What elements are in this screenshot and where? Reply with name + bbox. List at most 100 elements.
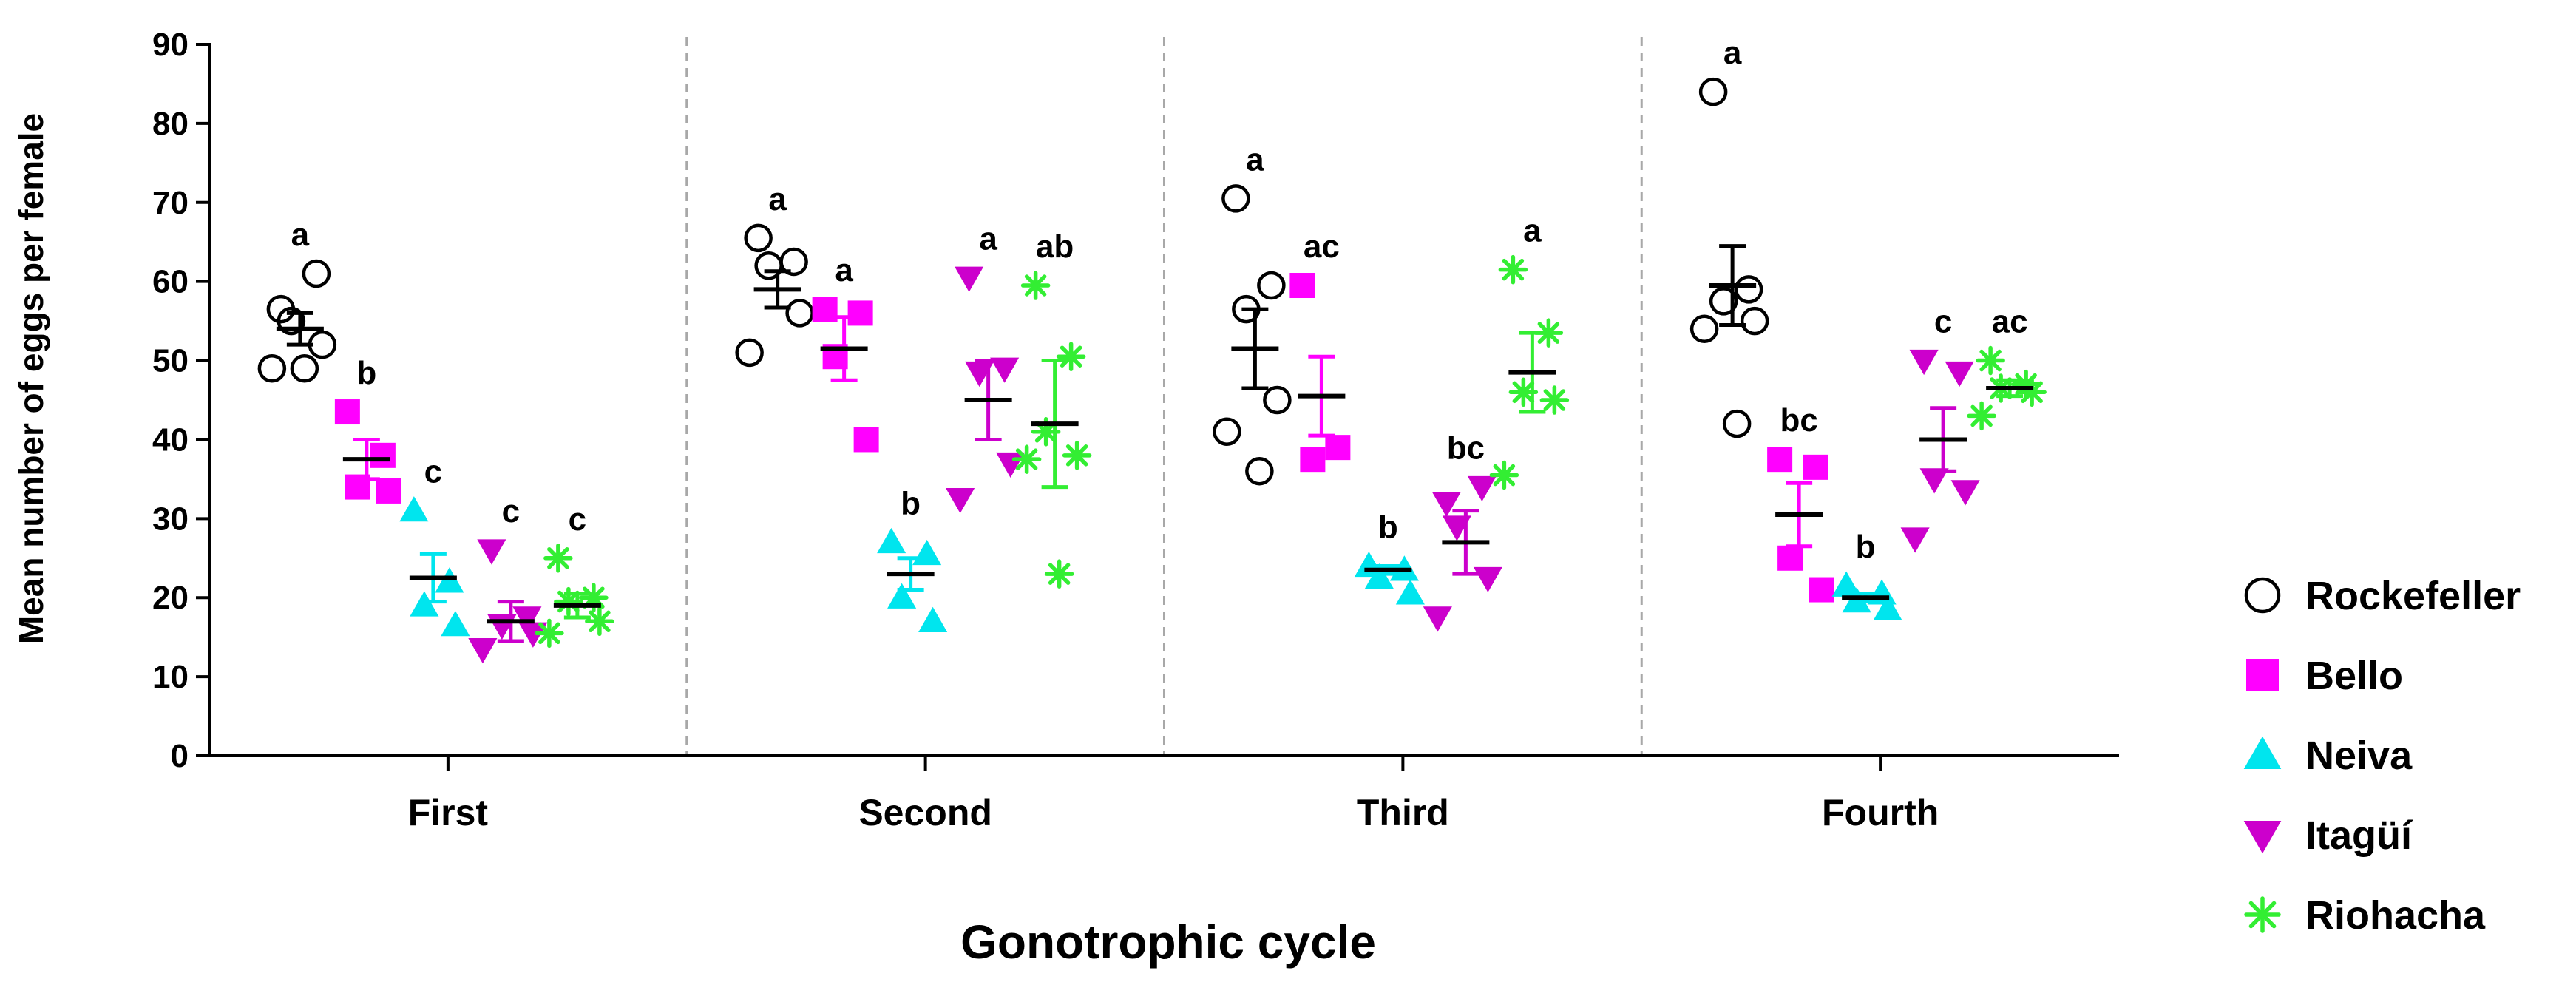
data-point bbox=[1056, 342, 1086, 371]
y-tick-label: 60 bbox=[152, 264, 189, 300]
series-rockefeller: a a a a bbox=[257, 35, 1769, 486]
y-tick-label: 40 bbox=[152, 421, 189, 458]
data-point bbox=[1803, 454, 1828, 480]
data-point bbox=[535, 618, 564, 649]
data-point bbox=[1325, 435, 1351, 461]
data-point bbox=[1722, 409, 1752, 438]
star-stroke bbox=[1065, 444, 1088, 467]
legend-item-riohacha: Riohacha bbox=[2244, 893, 2486, 938]
star-stroke bbox=[1015, 448, 1038, 470]
y-tick-label: 90 bbox=[152, 27, 189, 63]
data-point bbox=[1945, 361, 1974, 387]
legend-label: Itagüí bbox=[2305, 813, 2413, 858]
legend-item-itag-: Itagüí bbox=[2243, 813, 2413, 858]
significance-label: b bbox=[901, 485, 921, 521]
data-point bbox=[441, 611, 470, 637]
star-stroke bbox=[1537, 322, 1560, 344]
significance-label: c bbox=[424, 454, 442, 490]
data-point bbox=[1873, 595, 1902, 620]
star-stroke bbox=[547, 547, 569, 569]
axes-layer: 0 10 20 30 40 50 60 70 80 90 First Second Third Fourt… bbox=[152, 27, 2119, 833]
significance-label: a bbox=[979, 220, 997, 257]
star-stroke bbox=[1502, 258, 1525, 281]
y-tick-label: 20 bbox=[152, 580, 189, 616]
data-point bbox=[1489, 460, 1519, 490]
star-stroke bbox=[1493, 464, 1516, 487]
significance-label: b bbox=[356, 355, 376, 391]
star-stroke bbox=[1970, 404, 1993, 427]
legend-label: Rockefeller bbox=[2305, 574, 2521, 618]
star-stroke bbox=[1979, 349, 2002, 372]
data-point bbox=[1263, 385, 1292, 415]
data-point bbox=[847, 300, 873, 326]
data-point bbox=[257, 353, 287, 383]
data-point bbox=[853, 427, 879, 453]
data-point bbox=[370, 442, 396, 468]
x-tick-label: Third bbox=[1357, 792, 1449, 833]
legend-marker bbox=[2244, 896, 2281, 933]
star-stroke bbox=[589, 610, 611, 633]
data-point bbox=[785, 299, 814, 328]
data-point bbox=[399, 496, 429, 522]
data-point bbox=[1740, 306, 1769, 336]
data-point bbox=[918, 606, 948, 632]
legend: Rockefeller Bello Neiva Itagüí Riohacha bbox=[2243, 574, 2521, 938]
data-point bbox=[946, 487, 975, 514]
data-point bbox=[1967, 401, 1996, 431]
data-point bbox=[1976, 345, 2005, 376]
star-stroke bbox=[2248, 901, 2277, 929]
legend-label: Neiva bbox=[2305, 734, 2413, 778]
significance-label: a bbox=[768, 181, 787, 217]
significance-label: bc bbox=[1780, 402, 1817, 438]
data-point bbox=[1709, 287, 1738, 316]
data-point bbox=[1221, 184, 1250, 213]
data-point bbox=[302, 259, 331, 288]
legend-marker bbox=[2243, 736, 2282, 769]
x-tick-label: First bbox=[408, 792, 489, 833]
significance-label: a bbox=[1723, 35, 1742, 71]
series-neiva: c b b b bbox=[399, 454, 1902, 637]
y-tick-label: 70 bbox=[152, 185, 189, 221]
data-point bbox=[1011, 444, 1042, 474]
data-point bbox=[1467, 475, 1497, 502]
significance-label: bc bbox=[1447, 430, 1485, 467]
data-point bbox=[1809, 577, 1834, 603]
data-point bbox=[877, 527, 906, 554]
data-point bbox=[1909, 349, 1939, 376]
significance-label: c bbox=[1934, 304, 1952, 340]
data-point bbox=[1213, 417, 1241, 447]
x-tick-label: Fourth bbox=[1822, 792, 1939, 833]
data-point bbox=[1395, 579, 1425, 605]
data-point bbox=[887, 583, 917, 609]
data-point bbox=[1498, 254, 1528, 285]
y-tick-label: 0 bbox=[171, 738, 189, 774]
data-point bbox=[1423, 606, 1452, 632]
data-point bbox=[955, 266, 984, 292]
data-point bbox=[376, 478, 401, 504]
data-point bbox=[1431, 492, 1461, 518]
data-point bbox=[334, 399, 360, 425]
data-point bbox=[1300, 447, 1326, 473]
data-point bbox=[1777, 545, 1803, 571]
data-point bbox=[1257, 271, 1286, 300]
data-point bbox=[744, 223, 773, 253]
data-point bbox=[1919, 468, 1949, 494]
legend-label: Bello bbox=[2305, 654, 2403, 698]
star-stroke bbox=[1060, 345, 1082, 368]
data-point bbox=[477, 539, 506, 565]
significance-label: ac bbox=[1992, 304, 2028, 340]
data-point bbox=[912, 539, 942, 566]
star-stroke bbox=[2021, 381, 2043, 404]
significance-label: a bbox=[291, 217, 310, 253]
data-point bbox=[735, 338, 764, 368]
legend-marker bbox=[2244, 577, 2281, 614]
legend-label: Riohacha bbox=[2305, 893, 2486, 938]
star-stroke bbox=[1048, 563, 1071, 585]
data-point bbox=[1245, 456, 1274, 486]
data-point bbox=[1020, 271, 1051, 300]
significance-label: a bbox=[1246, 141, 1264, 177]
data-point bbox=[1831, 571, 1861, 597]
